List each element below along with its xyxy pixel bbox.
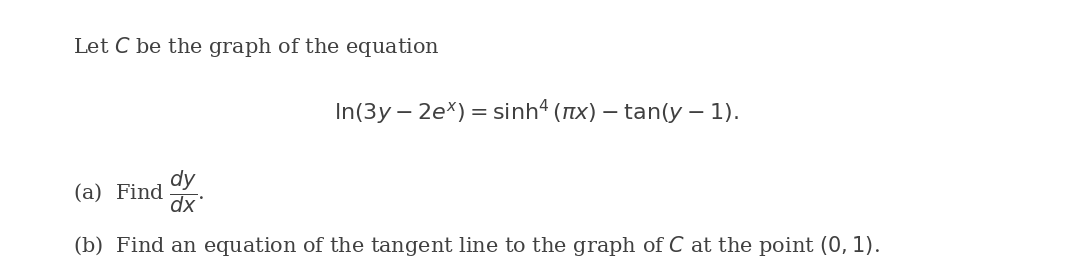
Text: Let $C$ be the graph of the equation: Let $C$ be the graph of the equation: [73, 35, 440, 59]
Text: (b)  Find an equation of the tangent line to the graph of $C$ at the point $(0, : (b) Find an equation of the tangent line…: [73, 234, 880, 258]
Text: (a)  Find $\dfrac{dy}{dx}$.: (a) Find $\dfrac{dy}{dx}$.: [73, 169, 205, 215]
Text: $\mathrm{ln}(3y - 2e^{x}) = \sinh^{4}(\pi x) - \tan(y - 1).$: $\mathrm{ln}(3y - 2e^{x}) = \sinh^{4}(\p…: [333, 98, 739, 128]
